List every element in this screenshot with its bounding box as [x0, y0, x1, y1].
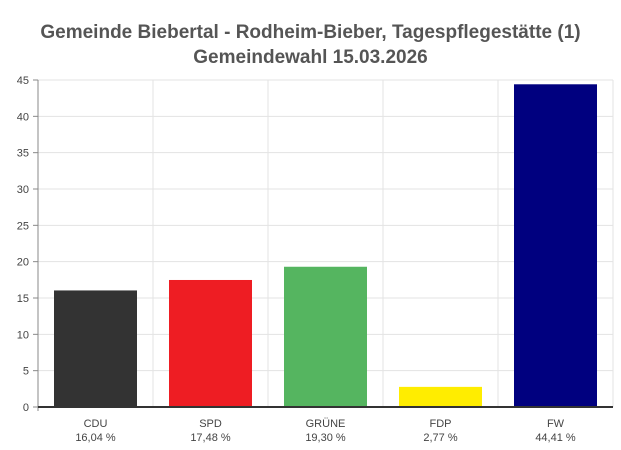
y-tick-label: 15 — [17, 293, 29, 305]
y-tick-label: 5 — [23, 366, 29, 378]
category-label: FDP — [430, 418, 452, 430]
y-tick-label: 25 — [17, 220, 29, 232]
value-label: 44,41 % — [535, 432, 576, 444]
bar-fw — [514, 84, 597, 408]
value-label: 17,48 % — [190, 432, 231, 444]
y-tick-label: 0 — [23, 402, 29, 414]
chart-title: Gemeinde Biebertal - Rodheim-Bieber, Tag… — [40, 22, 581, 43]
bar-spd — [169, 279, 252, 407]
value-label: 16,04 % — [75, 432, 116, 444]
bar-grüne — [284, 266, 367, 407]
category-label: GRÜNE — [306, 418, 346, 430]
value-label: 19,30 % — [305, 432, 346, 444]
y-tick-label: 30 — [17, 184, 29, 196]
y-tick-label: 10 — [17, 329, 29, 341]
bar-fdp — [399, 386, 482, 407]
value-label: 2,77 % — [423, 432, 457, 444]
category-label: CDU — [84, 418, 108, 430]
category-label: FW — [547, 418, 565, 430]
y-tick-label: 45 — [17, 75, 29, 87]
y-tick-label: 35 — [17, 148, 29, 160]
bar-cdu — [54, 290, 137, 407]
category-label: SPD — [199, 418, 222, 430]
chart-subtitle: Gemeindewahl 15.03.2026 — [193, 47, 428, 68]
y-tick-label: 20 — [17, 257, 29, 269]
y-tick-label: 40 — [17, 111, 29, 123]
